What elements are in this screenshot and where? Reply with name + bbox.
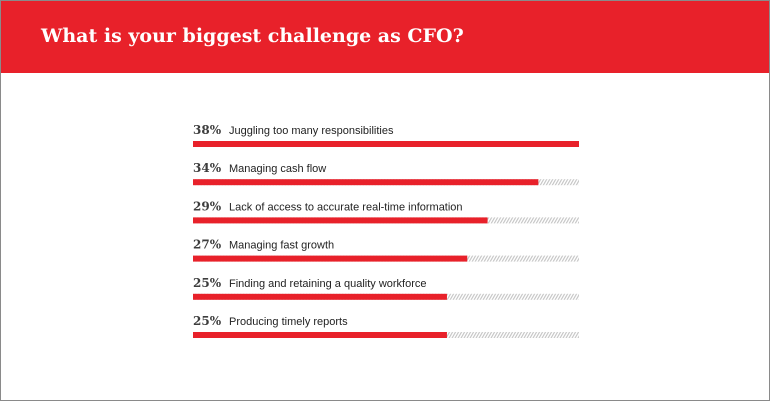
header-banner: What is your biggest challenge as CFO? [1,1,769,73]
bar-value-label: 25% [193,276,222,290]
bar [193,217,488,224]
bar-row: 34% Managing cash flow [193,161,579,186]
bar-category-label: Managing fast growth [229,240,334,252]
bar [193,293,447,300]
bar [193,255,468,262]
bar [193,332,447,338]
bar-value-label: 34% [193,161,222,175]
bar-category-label: Managing cash flow [229,163,326,175]
bar-category-label: Finding and retaining a quality workforc… [229,278,427,290]
bar-value-label: 27% [193,238,222,252]
bar-row: 25% Finding and retaining a quality workf… [193,276,579,300]
bar-category-label: Lack of access to accurate real-time inf… [229,201,463,213]
bar [193,179,539,186]
bar-row: 29% Lack of access to accurate real-time … [193,199,579,224]
bar [193,141,579,147]
bar-row: 25% Producing timely reports [193,314,579,338]
page-title: What is your biggest challenge as CFO? [41,25,464,47]
bar-row: 38% Juggling too many responsibilities [193,123,579,147]
bar-category-label: Producing timely reports [229,316,348,328]
bar-value-label: 29% [193,199,222,213]
bar-category-label: Juggling too many responsibilities [229,125,394,137]
bar-value-label: 25% [193,314,222,328]
bar-row: 27% Managing fast growth [193,238,579,262]
bar-value-label: 38% [193,123,222,137]
